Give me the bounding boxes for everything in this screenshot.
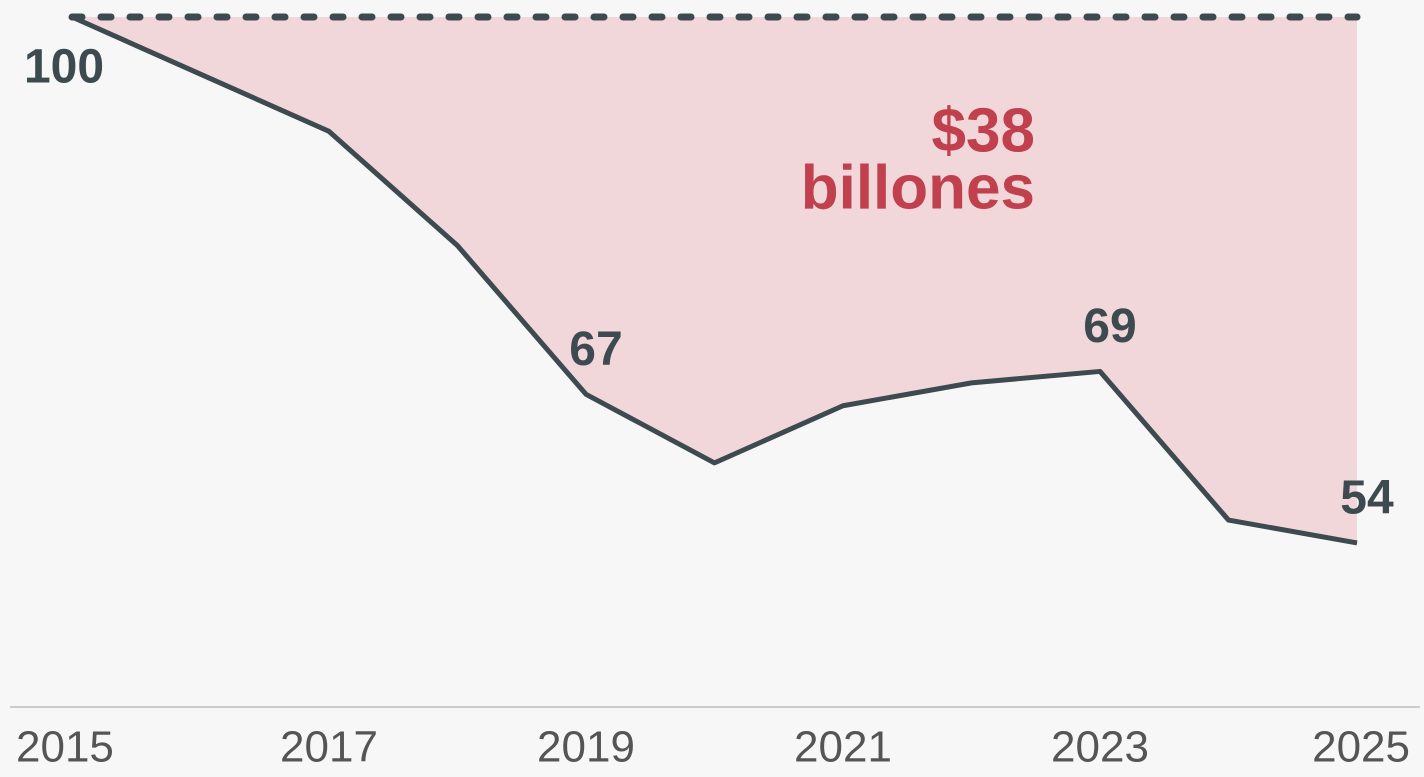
line (70, 14, 1358, 546)
data-label: 100 (24, 41, 104, 94)
x-tick-label: 2021 (794, 723, 892, 772)
x-tick-label: 2023 (1051, 723, 1149, 772)
data-label: 54 (1340, 472, 1394, 525)
x-tick-label: 2019 (537, 723, 635, 772)
x-tick-label: 2017 (280, 723, 378, 772)
annotation: billones (801, 153, 1035, 222)
data-label: 67 (569, 323, 622, 376)
annotation: $38 (932, 96, 1035, 165)
x-tick-label: 2015 (16, 723, 114, 772)
gap-area (72, 17, 1357, 543)
data-label: 69 (1083, 300, 1136, 353)
x-tick-label: 2025 (1312, 723, 1410, 772)
